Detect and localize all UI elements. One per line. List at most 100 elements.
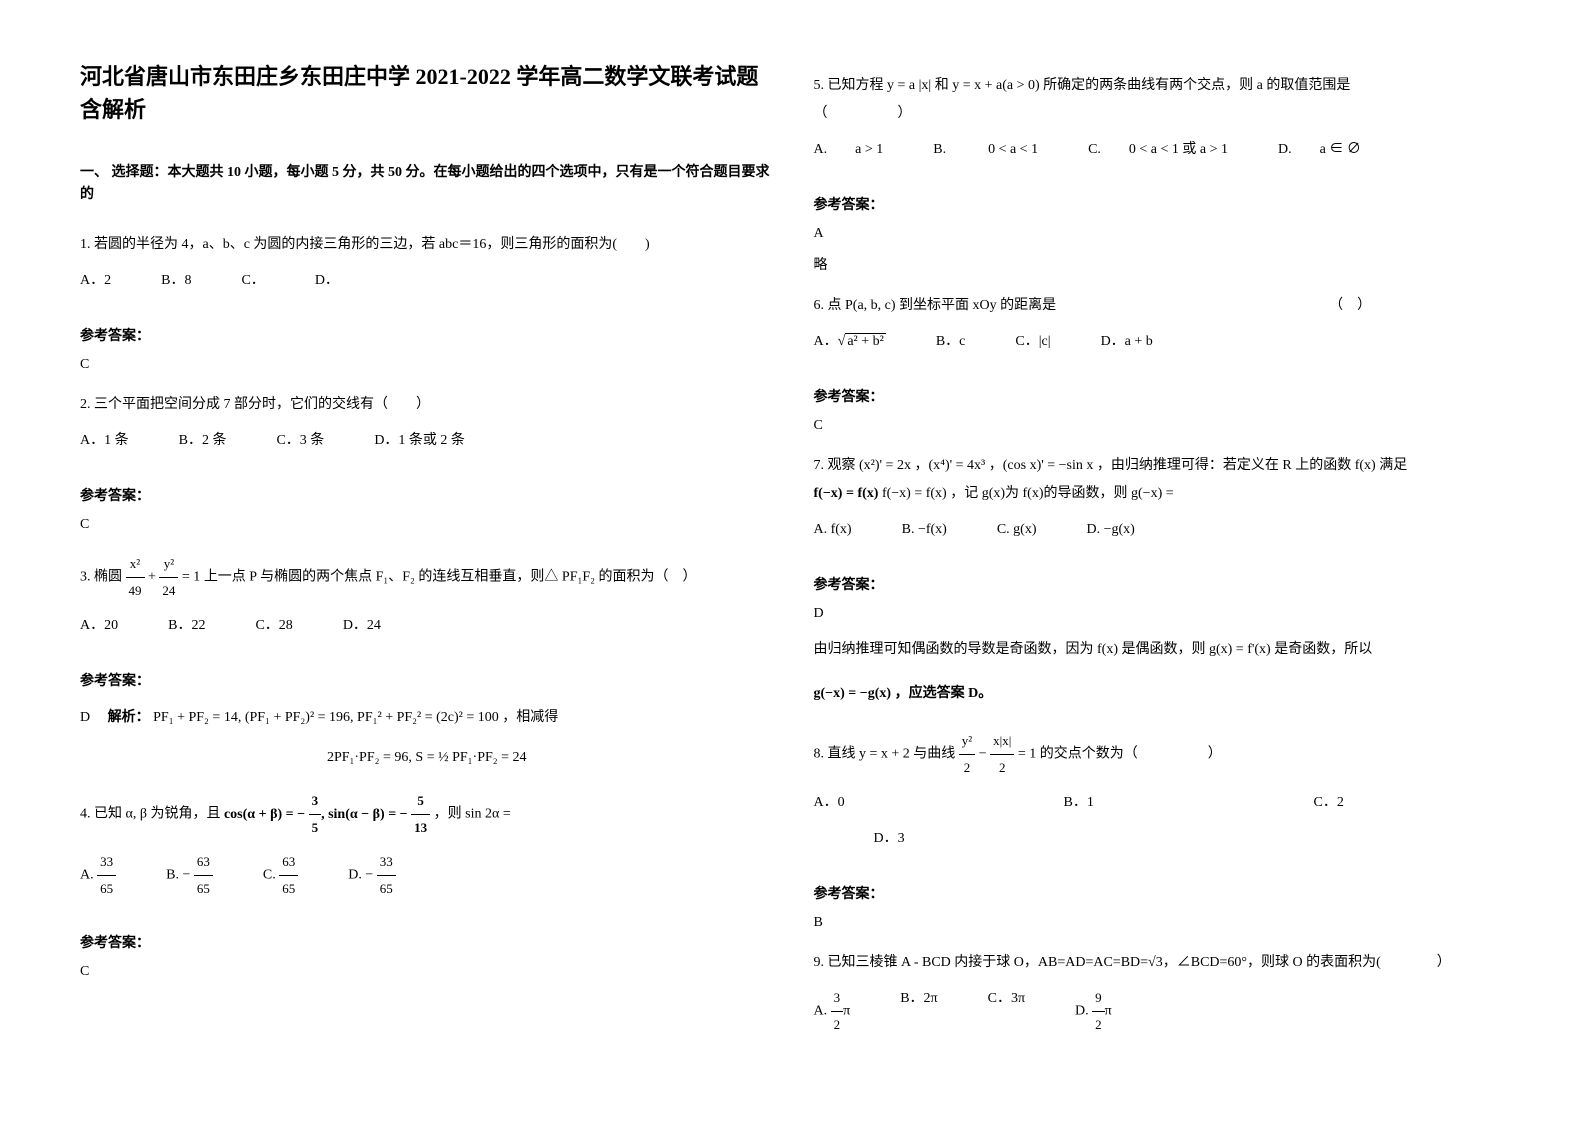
q4-opt-d: D. − 3365 [348, 849, 396, 902]
q7-mid-line: f(−x) = f(x) f(−x) = f(x) ，记 g(x)为 f(x)的… [814, 480, 1508, 508]
q1-opt-d: D． [315, 267, 339, 295]
q5-opt-a: A. a > 1 [814, 136, 884, 164]
q7-opt-a: A. f(x) [814, 516, 852, 544]
q2-options: A．1 条 B．2 条 C．3 条 D．1 条或 2 条 [80, 427, 774, 455]
q9-options: A. 32π B．2π C．3π D. 92π [814, 985, 1508, 1038]
q7-sol: 由归纳推理可知偶函数的导数是奇函数，因为 f(x) 是偶函数，则 g(x) = … [814, 642, 1373, 657]
q4-mid: ，则 sin 2α = [434, 807, 511, 822]
q7-options: A. f(x) B. −f(x) C. g(x) D. −g(x) [814, 516, 1508, 544]
q3-opt-c: C．28 [255, 612, 292, 640]
q6-opt-c: C．|c| [1015, 328, 1050, 356]
answer-label-8: 参考答案： [814, 883, 1508, 903]
q1-answer: C [80, 357, 774, 373]
q5-text: 5. 已知方程 y = a |x| 和 y = x + a(a > 0) 所确定… [814, 72, 1508, 100]
q8-opt-b: B．1 [1064, 789, 1264, 817]
answer-label-1: 参考答案： [80, 325, 774, 345]
q1-opt-a: A．2 [80, 267, 111, 295]
q5-answer: A [814, 226, 1508, 242]
q6-opt-b: B．c [936, 328, 966, 356]
q7-solution: 由归纳推理可知偶函数的导数是奇函数，因为 f(x) 是偶函数，则 g(x) = … [814, 636, 1508, 664]
q8-frac2: x|x|2 [990, 728, 1014, 781]
answer-label-5: 参考答案： [814, 194, 1508, 214]
q2-text: 2. 三个平面把空间分成 7 部分时，它们的交线有（ ） [80, 391, 774, 419]
q5-opt-d: D. a ∈ ∅ [1278, 136, 1361, 164]
q2-opt-b: B．2 条 [179, 427, 227, 455]
q7-opt-d: D. −g(x) [1087, 516, 1135, 544]
question-6: 6. 点 P(a, b, c) 到坐标平面 xOy 的距离是 （ ） A．√a²… [814, 292, 1508, 364]
right-column: 5. 已知方程 y = a |x| 和 y = x + a(a > 0) 所确定… [814, 60, 1508, 1062]
q3-sol-text: PF₁ + PF₂ = 14, (PF₁ + PF₂)² = 196, PF₁²… [153, 710, 558, 725]
q5-note: 略 [814, 254, 1508, 274]
q8-mid: 的交点个数为（ ） [1040, 747, 1222, 762]
q3-ans: D [80, 710, 90, 725]
q3-ellipse-frac1: x²49 [126, 551, 145, 604]
q9-opt-c: C．3π [988, 985, 1025, 1038]
q4-options: A. 3365 B. − 6365 C. 6365 D. − 3365 [80, 849, 774, 902]
q2-answer: C [80, 517, 774, 533]
q7-cond: f(−x) = f(x) [814, 486, 879, 501]
q3-opt-b: B．22 [168, 612, 205, 640]
question-4: 4. 已知 α, β 为锐角，且 cos(α + β) = − 35, sin(… [80, 788, 774, 910]
q4-answer: C [80, 964, 774, 980]
answer-label-4: 参考答案： [80, 932, 774, 952]
q2-opt-d: D．1 条或 2 条 [374, 427, 465, 455]
q5-opt-c: C. 0 < a < 1 或 a > 1 [1088, 136, 1228, 164]
q4-opt-a: A. 3365 [80, 849, 116, 902]
q6-opt-a: A．√a² + b² [814, 328, 886, 356]
answer-label-7: 参考答案： [814, 574, 1508, 594]
q1-options: A．2 B．8 C． D． [80, 267, 774, 295]
q3-options: A．20 B．22 C．28 D．24 [80, 612, 774, 640]
question-2: 2. 三个平面把空间分成 7 部分时，它们的交线有（ ） A．1 条 B．2 条… [80, 391, 774, 463]
q7-answer: D [814, 606, 1508, 622]
q9-opt-a: A. 32π [814, 985, 851, 1038]
q3-opt-d: D．24 [343, 612, 381, 640]
q3-formula: 2PF₁·PF₂ = 96, S = ½ PF₁·PF₂ = 24 [80, 750, 774, 766]
q7-opt-c: C. g(x) [997, 516, 1037, 544]
q3-sol-label: 解析： [108, 710, 150, 725]
q8-prefix: 8. 直线 y = x + 2 与曲线 [814, 747, 956, 762]
q7-text: 7. 观察 (x²)' = 2x ，(x⁴)' = 4x³ ，(cos x)' … [814, 452, 1508, 480]
q4-prefix: 4. 已知 α, β 为锐角，且 [80, 807, 220, 822]
q1-text: 1. 若圆的半径为 4，a、b、c 为圆的内接三角形的三边，若 abc＝16，则… [80, 231, 774, 259]
q8-opt-d: D．3 [874, 825, 905, 853]
answer-label-3: 参考答案： [80, 670, 774, 690]
q9-opt-d: D. 92π [1075, 985, 1112, 1038]
q9-opt-b: B．2π [900, 985, 937, 1038]
q8-options-2: D．3 [814, 825, 1508, 853]
question-8: 8. 直线 y = x + 2 与曲线 y²2 − x|x|2 = 1 的交点个… [814, 728, 1508, 861]
q8-opt-a: A．0 [814, 789, 1014, 817]
question-1: 1. 若圆的半径为 4，a、b、c 为圆的内接三角形的三边，若 abc＝16，则… [80, 231, 774, 303]
left-column: 河北省唐山市东田庄乡东田庄中学 2021-2022 学年高二数学文联考试题含解析… [80, 60, 774, 1062]
q5-opt-b: B. 0 < a < 1 [933, 136, 1038, 164]
q6-text: 6. 点 P(a, b, c) 到坐标平面 xOy 的距离是 （ ） [814, 292, 1508, 320]
question-3: 3. 椭圆 x²49 + y²24 = 1 上一点 P 与椭圆的两个焦点 F₁、… [80, 551, 774, 648]
q1-opt-c: C． [241, 267, 264, 295]
q7-solution2: g(−x) = −g(x) ，应选答案 D。 [814, 680, 1508, 708]
q4-opt-c: C. 6365 [263, 849, 298, 902]
question-7: 7. 观察 (x²)' = 2x ，(x⁴)' = 4x³ ，(cos x)' … [814, 452, 1508, 552]
q9-text: 9. 已知三棱锥 A - BCD 内接于球 O，AB=AD=AC=BD=√3，∠… [814, 949, 1508, 977]
question-9: 9. 已知三棱锥 A - BCD 内接于球 O，AB=AD=AC=BD=√3，∠… [814, 949, 1508, 1046]
q3-prefix: 3. 椭圆 [80, 570, 122, 585]
q5-paren: （ ） [814, 100, 1508, 128]
q2-opt-a: A．1 条 [80, 427, 129, 455]
answer-label-2: 参考答案： [80, 485, 774, 505]
q8-frac1: y²2 [959, 728, 975, 781]
q6-opt-d: D．a + b [1101, 328, 1153, 356]
question-5: 5. 已知方程 y = a |x| 和 y = x + a(a > 0) 所确定… [814, 72, 1508, 172]
exam-title: 河北省唐山市东田庄乡东田庄中学 2021-2022 学年高二数学文联考试题含解析 [80, 60, 774, 126]
q7-mid: f(−x) = f(x) ，记 g(x)为 f(x)的导函数，则 g(−x) = [882, 486, 1174, 501]
q8-opt-c: C．2 [1314, 789, 1344, 817]
q3-ellipse-frac2: y²24 [159, 551, 178, 604]
q6-options: A．√a² + b² B．c C．|c| D．a + b [814, 328, 1508, 356]
q6-answer: C [814, 418, 1508, 434]
q7-sol2: g(−x) = −g(x) ，应选答案 D。 [814, 686, 993, 701]
q4-opt-b: B. − 6365 [166, 849, 213, 902]
q4-text: 4. 已知 α, β 为锐角，且 cos(α + β) = − 35, sin(… [80, 788, 774, 841]
q1-opt-b: B．8 [161, 267, 191, 295]
q3-mid: 上一点 P 与椭圆的两个焦点 F₁、F₂ 的连线互相垂直，则△ PF₁F₂ 的面… [204, 570, 697, 585]
q7-prefix: 7. 观察 (x²)' = 2x ，(x⁴)' = 4x³ ，(cos x)' … [814, 458, 1408, 473]
q8-options: A．0 B．1 C．2 [814, 789, 1508, 817]
q8-text: 8. 直线 y = x + 2 与曲线 y²2 − x|x|2 = 1 的交点个… [814, 728, 1508, 781]
q7-opt-b: B. −f(x) [902, 516, 947, 544]
